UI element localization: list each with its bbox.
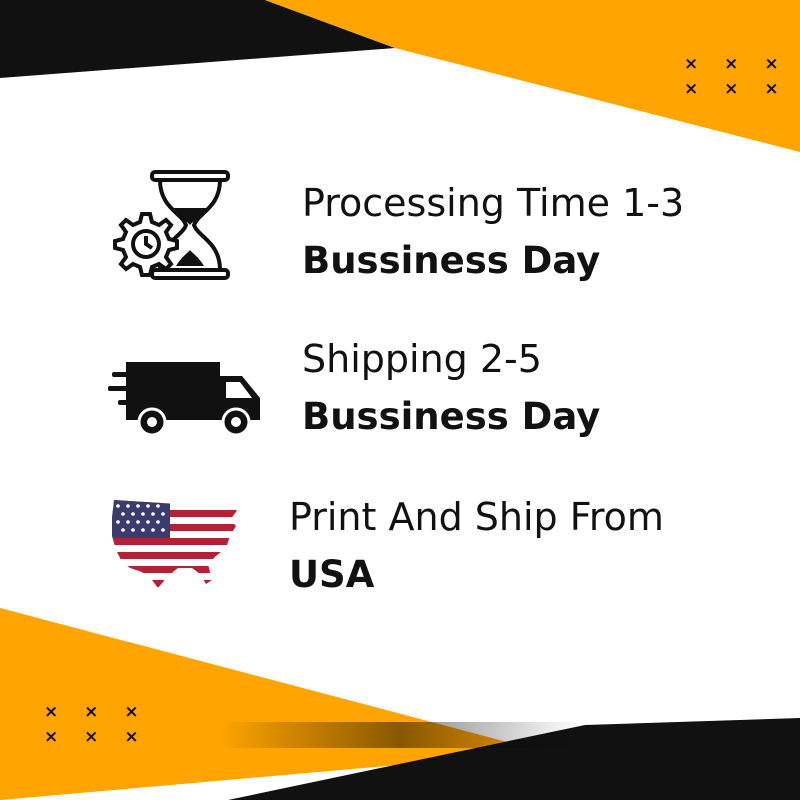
- feature-origin-title: Print And Ship From: [289, 495, 664, 539]
- decor-x-row: × × ×: [684, 54, 789, 74]
- feature-processing-title: Processing Time 1-3: [302, 181, 685, 225]
- decor-x-row: × × ×: [44, 702, 149, 722]
- decor-x-marks-top: × × × × × ×: [684, 52, 789, 102]
- delivery-truck-icon: [108, 362, 260, 437]
- feature-origin-subtitle: USA: [289, 553, 375, 596]
- decor-x-row: × × ×: [44, 727, 149, 747]
- top-accent-band: [265, 0, 800, 152]
- hourglass-gear-icon: [113, 170, 230, 280]
- feature-shipping-subtitle: Bussiness Day: [302, 395, 601, 438]
- bottom-shadow: [220, 722, 580, 748]
- bottom-accent-band: [0, 608, 545, 800]
- feature-shipping-title: Shipping 2-5: [302, 337, 542, 381]
- top-dark-band: [0, 0, 395, 78]
- usa-flag-map-icon: [112, 500, 240, 588]
- feature-processing-subtitle: Bussiness Day: [302, 239, 601, 282]
- decor-x-marks-bottom: × × × × × ×: [44, 700, 149, 750]
- bottom-dark-band-main: [228, 718, 800, 800]
- decor-x-row: × × ×: [684, 79, 789, 99]
